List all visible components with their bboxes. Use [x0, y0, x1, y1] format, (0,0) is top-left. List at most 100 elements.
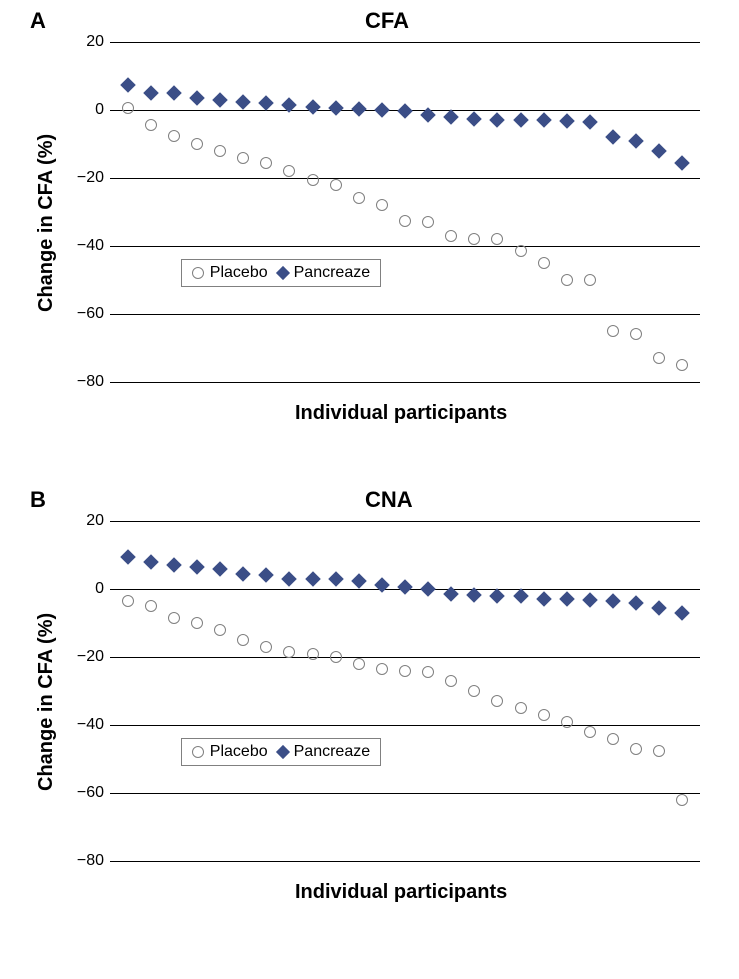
circle-icon	[192, 746, 204, 758]
panel-b: BCNA−80−60−40−20020PlaceboPancreazeChang…	[0, 479, 739, 979]
gridline	[110, 521, 700, 522]
panel_a-plot-area: −80−60−40−20020PlaceboPancreaze	[110, 42, 700, 382]
y-tick-label: −80	[77, 852, 110, 870]
placebo-marker	[538, 257, 550, 269]
placebo-marker	[191, 138, 203, 150]
pancreaze-marker	[605, 129, 621, 145]
panel_a-letter: A	[30, 8, 46, 34]
y-tick-label: −40	[77, 237, 110, 255]
placebo-marker	[237, 634, 249, 646]
placebo-marker	[676, 359, 688, 371]
pancreaze-marker	[120, 77, 136, 93]
placebo-marker	[330, 179, 342, 191]
pancreaze-marker	[397, 580, 413, 596]
placebo-marker	[399, 215, 411, 227]
placebo-marker	[515, 245, 527, 257]
placebo-marker	[445, 675, 457, 687]
y-tick-label: 20	[86, 33, 110, 51]
panel-a: ACFA−80−60−40−20020PlaceboPancreazeChang…	[0, 0, 739, 479]
pancreaze-marker	[235, 94, 251, 110]
placebo-marker	[307, 648, 319, 660]
placebo-marker	[491, 233, 503, 245]
gridline	[110, 657, 700, 658]
placebo-marker	[376, 663, 388, 675]
placebo-marker	[260, 641, 272, 653]
placebo-marker	[283, 165, 295, 177]
placebo-marker	[515, 702, 527, 714]
placebo-marker	[676, 794, 688, 806]
pancreaze-marker	[651, 143, 667, 159]
panel_a-legend: Placebo Pancreaze	[181, 259, 381, 287]
pancreaze-marker	[143, 554, 159, 570]
placebo-marker	[168, 612, 180, 624]
pancreaze-marker	[166, 557, 182, 573]
pancreaze-marker	[374, 102, 390, 118]
legend-label-placebo: Placebo	[210, 264, 268, 282]
diamond-icon	[276, 266, 290, 280]
gridline	[110, 861, 700, 862]
figure: ACFA−80−60−40−20020PlaceboPancreazeChang…	[0, 0, 739, 979]
gridline	[110, 42, 700, 43]
placebo-marker	[191, 617, 203, 629]
gridline	[110, 382, 700, 383]
legend-item-placebo: Placebo	[192, 264, 268, 282]
gridline	[110, 725, 700, 726]
diamond-icon	[276, 745, 290, 759]
panel_b-plot-area: −80−60−40−20020PlaceboPancreaze	[110, 521, 700, 861]
panel_b-legend: Placebo Pancreaze	[181, 738, 381, 766]
placebo-marker	[422, 666, 434, 678]
panel_a-y-axis-title: Change in CFA (%)	[35, 134, 58, 312]
legend-item-placebo: Placebo	[192, 743, 268, 761]
pancreaze-marker	[605, 593, 621, 609]
panel_b-y-axis-title: Change in CFA (%)	[35, 613, 58, 791]
pancreaze-marker	[513, 112, 529, 128]
placebo-marker	[653, 745, 665, 757]
gridline	[110, 178, 700, 179]
placebo-marker	[168, 130, 180, 142]
pancreaze-marker	[420, 581, 436, 597]
panel_b-letter: B	[30, 487, 46, 513]
placebo-marker	[330, 651, 342, 663]
placebo-marker	[122, 595, 134, 607]
panel_b-title: CNA	[365, 487, 413, 513]
placebo-marker	[353, 192, 365, 204]
panel_a-x-axis-title: Individual participants	[295, 402, 507, 425]
legend-label-placebo: Placebo	[210, 743, 268, 761]
panel_a-title: CFA	[365, 8, 409, 34]
placebo-marker	[468, 233, 480, 245]
placebo-marker	[283, 646, 295, 658]
placebo-marker	[376, 199, 388, 211]
placebo-marker	[630, 743, 642, 755]
pancreaze-marker	[305, 571, 321, 587]
placebo-marker	[538, 709, 550, 721]
y-tick-label: −60	[77, 784, 110, 802]
y-tick-label: 0	[95, 580, 110, 598]
pancreaze-marker	[374, 577, 390, 593]
pancreaze-marker	[189, 90, 205, 106]
pancreaze-marker	[328, 101, 344, 117]
pancreaze-marker	[536, 112, 552, 128]
legend-item-pancreaze: Pancreaze	[278, 743, 371, 761]
pancreaze-marker	[166, 85, 182, 101]
placebo-marker	[607, 733, 619, 745]
placebo-marker	[584, 726, 596, 738]
pancreaze-marker	[351, 573, 367, 589]
panel_b-x-axis-title: Individual participants	[295, 881, 507, 904]
placebo-marker	[399, 665, 411, 677]
pancreaze-marker	[513, 589, 529, 605]
placebo-marker	[491, 695, 503, 707]
pancreaze-marker	[143, 85, 159, 101]
legend-label-pancreaze: Pancreaze	[294, 264, 371, 282]
placebo-marker	[561, 716, 573, 728]
pancreaze-marker	[582, 114, 598, 130]
placebo-marker	[630, 328, 642, 340]
pancreaze-marker	[675, 155, 691, 171]
legend-item-pancreaze: Pancreaze	[278, 264, 371, 282]
legend-label-pancreaze: Pancreaze	[294, 743, 371, 761]
gridline	[110, 314, 700, 315]
pancreaze-marker	[235, 566, 251, 582]
placebo-marker	[561, 274, 573, 286]
pancreaze-marker	[189, 559, 205, 575]
pancreaze-marker	[212, 561, 228, 577]
pancreaze-marker	[628, 133, 644, 149]
